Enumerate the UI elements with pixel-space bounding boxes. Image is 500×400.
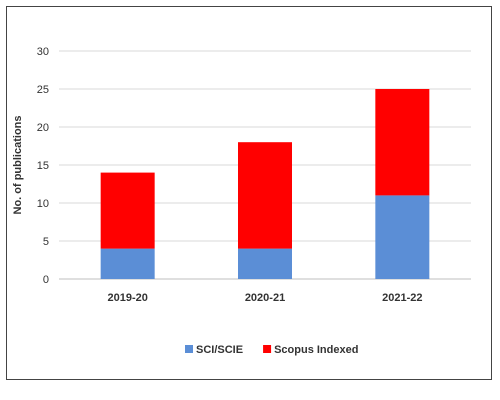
bar-segment — [100, 248, 155, 279]
bar-segment — [238, 142, 292, 249]
x-tick-label: 2019-20 — [107, 292, 147, 304]
legend-label: Scopus Indexed — [274, 344, 358, 356]
legend: SCI/SCIE Scopus Indexed — [185, 344, 358, 356]
legend-swatch — [263, 345, 272, 353]
y-tick-label: 25 — [37, 84, 49, 96]
x-axis-ticks: 2019-20 2020-21 2021-22 — [107, 292, 422, 304]
bar-segment — [375, 89, 430, 196]
y-tick-label: 15 — [37, 160, 49, 172]
bar-segment — [100, 172, 155, 249]
legend-swatch — [185, 345, 193, 353]
bars — [100, 89, 430, 279]
legend-label: SCI/SCIE — [196, 344, 243, 356]
y-tick-label: 10 — [37, 198, 49, 210]
y-tick-label: 20 — [37, 122, 49, 134]
y-axis-ticks: 0 5 10 15 20 25 30 — [37, 46, 49, 286]
y-tick-label: 30 — [37, 46, 49, 58]
bar-segment — [375, 195, 430, 279]
bar-segment — [238, 248, 292, 279]
y-axis-label: No. of publications — [12, 116, 24, 215]
x-tick-label: 2020-21 — [245, 292, 285, 304]
chart-frame: 0 5 10 15 20 25 30 2019-20 2020-21 2021-22 No. o… — [6, 6, 492, 380]
y-tick-label: 0 — [43, 274, 49, 286]
stacked-bar-chart: 0 5 10 15 20 25 30 2019-20 2020-21 2021-22 No. o… — [12, 46, 471, 356]
x-tick-label: 2021-22 — [382, 292, 422, 304]
y-tick-label: 5 — [43, 236, 49, 248]
